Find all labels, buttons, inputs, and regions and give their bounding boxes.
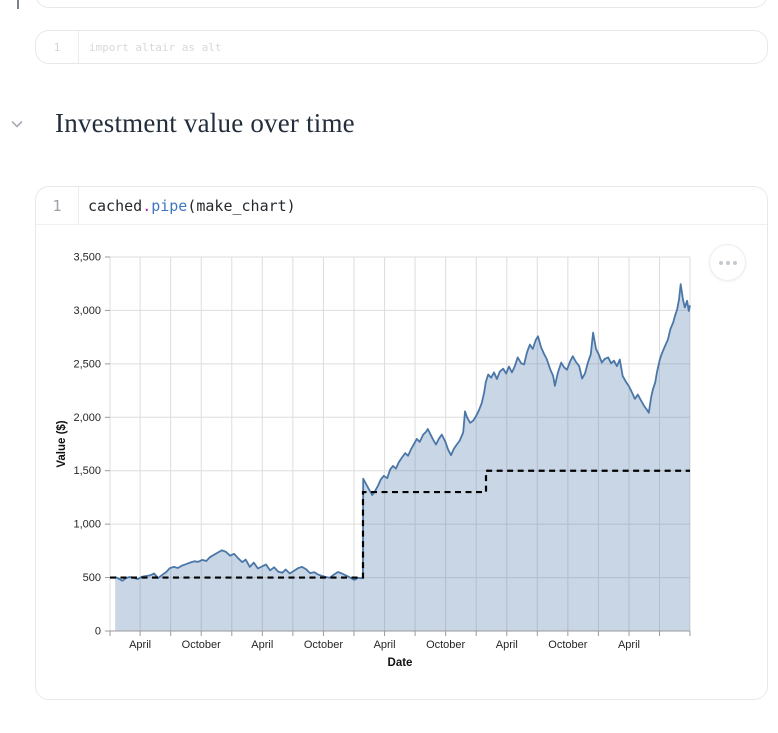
markdown-heading-row: Investment value over time [0,104,778,144]
x-tick-label: October [304,639,343,651]
x-tick-label: April [374,639,396,651]
code-cell-chart[interactable]: 1 cached. pipe (make_chart) April October Ap… [35,186,768,700]
y-tick-label: 500 [83,572,101,584]
x-axis-title: Date [388,657,413,669]
cell-drag-handle[interactable] [17,0,19,9]
code-token: . [142,196,152,215]
portfolio-line [114,283,691,582]
line-number: 1 [36,187,79,224]
y-tick-label: 1,000 [73,519,101,531]
x-tick-label: April [129,639,151,651]
y-tick-label: 2,500 [73,358,101,370]
code-token: pipe [151,196,188,215]
section-heading: Investment value over time [55,108,355,138]
more-options-button[interactable] [709,244,746,281]
x-tick-label: October [426,639,465,651]
code-editor-row[interactable]: 1 cached. pipe (make_chart) [36,187,767,225]
chart-svg: April October April October April October Apri… [56,252,691,669]
y-tick-label: 3,500 [73,252,101,264]
code-content-chart[interactable]: cached. pipe (make_chart) [79,187,296,224]
x-tick-label: October [548,639,587,651]
code-token: (make_chart) [187,196,296,215]
y-tick-label: 1,500 [73,465,101,477]
y-tick-label: 3,000 [73,305,101,317]
x-tick-label: October [182,639,221,651]
x-tick-label: April [496,639,518,651]
y-axis-title: Value ($) [56,420,68,467]
x-tick-label: April [618,639,640,651]
y-tick-label: 0 [95,626,101,638]
code-token: cached [88,196,143,215]
ellipsis-icon [718,260,723,265]
x-tick-label: April [251,639,273,651]
y-tick-label: 2,000 [73,412,101,424]
partial-cell-above [35,0,768,8]
code-content-import[interactable]: import altair as alt [89,40,222,54]
cell-output: April October April October April October Apri… [36,225,767,699]
code-cell-import[interactable]: 1 import altair as alt [35,30,768,64]
line-number: 1 [36,31,79,63]
invested-step-line [110,469,690,579]
chevron-down-icon[interactable] [9,116,25,132]
